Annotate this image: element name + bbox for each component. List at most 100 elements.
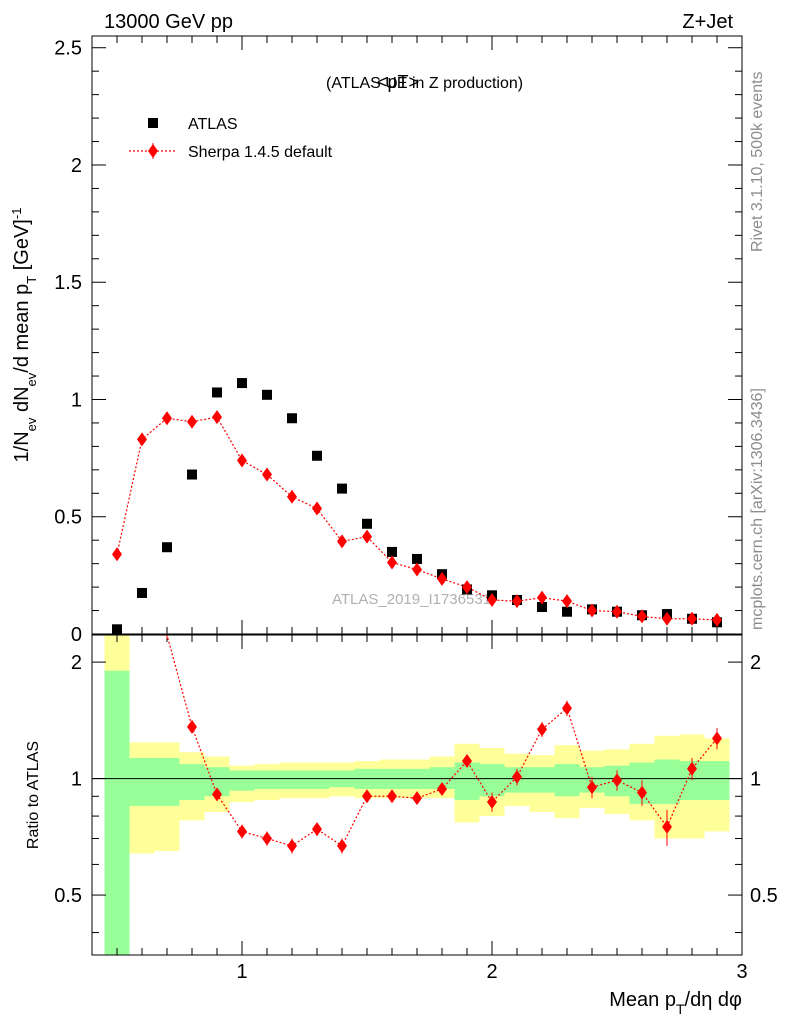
ratio-y-tick-label-right: 2 bbox=[750, 652, 761, 674]
atlas-point bbox=[162, 542, 172, 553]
ratio-y-tick-label-right: 0.5 bbox=[750, 885, 778, 907]
ratio-point bbox=[262, 831, 272, 846]
sherpa-point bbox=[137, 432, 147, 447]
ratio-point bbox=[462, 754, 472, 769]
atlas-point bbox=[287, 413, 297, 424]
ratio-point bbox=[537, 722, 547, 737]
ratio-point bbox=[212, 787, 222, 802]
main-y-tick-label: 0.5 bbox=[54, 507, 82, 529]
watermark: ATLAS_2019_I1736531 bbox=[332, 591, 491, 608]
ratio-y-tick-label-right: 1 bbox=[750, 769, 761, 791]
ratio-panel: 0.5 0.5 1 1 2 2 1 2 3 Ratio to ATLAS Mean pT/dη … bbox=[25, 634, 778, 1017]
legend-sherpa-label: Sherpa 1.4.5 default bbox=[188, 144, 333, 161]
ratio-y-tick-label: 2 bbox=[71, 652, 82, 674]
ratio-point bbox=[337, 838, 347, 853]
ratio-band-inner bbox=[229, 770, 255, 791]
ratio-band-inner bbox=[179, 764, 205, 801]
plot-title-sub: (ATLAS UE in Z production) bbox=[326, 75, 523, 92]
ratio-band-inner bbox=[254, 770, 280, 789]
atlas-point bbox=[362, 518, 372, 529]
ratio-point bbox=[512, 769, 522, 784]
atlas-point bbox=[187, 469, 197, 480]
legend-atlas-marker bbox=[148, 118, 158, 128]
sherpa-point bbox=[612, 604, 622, 619]
legend-sherpa-marker bbox=[148, 144, 158, 158]
main-y-ticks: 0 0.5 1 1.5 2 2.5 bbox=[54, 38, 742, 646]
atlas-point bbox=[312, 450, 322, 461]
ratio-band-inner bbox=[154, 758, 180, 806]
main-y-tick-label: 2.5 bbox=[54, 38, 82, 60]
main-y-tick-label: 1 bbox=[71, 389, 82, 411]
atlas-point bbox=[237, 378, 247, 389]
header-right: Z+Jet bbox=[682, 11, 733, 33]
ratio-point bbox=[712, 731, 722, 746]
sherpa-point bbox=[287, 489, 297, 504]
ratio-band-inner bbox=[479, 764, 505, 797]
ratio-band-inner bbox=[554, 764, 580, 797]
sherpa-point bbox=[662, 611, 672, 626]
ratio-point bbox=[562, 701, 572, 716]
ratio-point bbox=[237, 824, 247, 839]
ratio-band-inner bbox=[129, 758, 155, 806]
ratio-point bbox=[312, 822, 322, 837]
ratio-point bbox=[587, 780, 597, 795]
main-y-tick-label: 2 bbox=[71, 155, 82, 177]
ratio-point bbox=[437, 781, 447, 796]
ratio-point bbox=[412, 791, 422, 806]
sherpa-point bbox=[387, 555, 397, 570]
ratio-band-inner bbox=[304, 770, 330, 789]
plot-title-main: <pT> bbox=[377, 72, 419, 92]
atlas-point bbox=[537, 602, 547, 613]
sherpa-point bbox=[437, 571, 447, 586]
sherpa-point bbox=[262, 467, 272, 482]
atlas-point bbox=[137, 587, 147, 598]
ratio-band-inner bbox=[279, 770, 305, 789]
sherpa-point bbox=[487, 592, 497, 607]
ratio-point bbox=[487, 794, 497, 809]
sherpa-point bbox=[712, 612, 722, 627]
ratio-y-tick-label: 0.5 bbox=[54, 885, 82, 907]
ratio-band-inner bbox=[704, 761, 730, 801]
ratio-point bbox=[187, 719, 197, 734]
x-axis-label: Mean pT/dη dφ bbox=[609, 989, 742, 1017]
sherpa-point bbox=[112, 547, 122, 562]
sherpa-point bbox=[187, 414, 197, 429]
atlas-point bbox=[562, 606, 572, 617]
ratio-frame bbox=[91, 634, 743, 956]
ratio-point bbox=[612, 773, 622, 788]
x-tick-label: 1 bbox=[236, 961, 247, 983]
sherpa-point bbox=[212, 410, 222, 425]
ratio-band-inner bbox=[454, 762, 480, 801]
ratio-point bbox=[637, 785, 647, 800]
atlas-point bbox=[262, 389, 272, 400]
x-tick-label: 3 bbox=[736, 961, 747, 983]
ratio-y-axis-label: Ratio to ATLAS bbox=[25, 741, 42, 849]
sherpa-point bbox=[462, 580, 472, 595]
main-series bbox=[112, 378, 722, 635]
ratio-band-inner bbox=[529, 767, 555, 793]
side-label-mcplots: mcplots.cern.ch [arXiv:1306.3436] bbox=[749, 388, 766, 630]
sherpa-point bbox=[337, 534, 347, 549]
ratio-point bbox=[687, 761, 697, 776]
sherpa-point bbox=[562, 594, 572, 609]
ratio-series bbox=[162, 634, 722, 854]
sherpa-point bbox=[312, 501, 322, 516]
header-left: 13000 GeV pp bbox=[104, 11, 233, 33]
atlas-point bbox=[212, 387, 222, 398]
atlas-point bbox=[412, 553, 422, 564]
ratio-point bbox=[287, 838, 297, 853]
main-y-tick-label: 0 bbox=[71, 624, 82, 646]
side-label-rivet: Rivet 3.1.10, 500k events bbox=[749, 71, 766, 252]
sherpa-point bbox=[537, 590, 547, 605]
main-y-axis-label: 1/Nev dNev/d mean pT [GeV]-1 bbox=[9, 208, 39, 463]
main-panel: ATLAS_2019_I1736531 0 0.5 1 1.5 2 2.5 <pT> (A… bbox=[9, 35, 743, 646]
main-frame bbox=[91, 35, 743, 635]
sherpa-point bbox=[687, 611, 697, 626]
main-x-ticks bbox=[91, 36, 743, 634]
atlas-point bbox=[337, 483, 347, 494]
legend: ATLAS Sherpa 1.4.5 default bbox=[129, 116, 333, 161]
sherpa-point bbox=[637, 609, 647, 624]
ratio-point bbox=[387, 789, 397, 804]
ratio-y-tick-label: 1 bbox=[71, 769, 82, 791]
